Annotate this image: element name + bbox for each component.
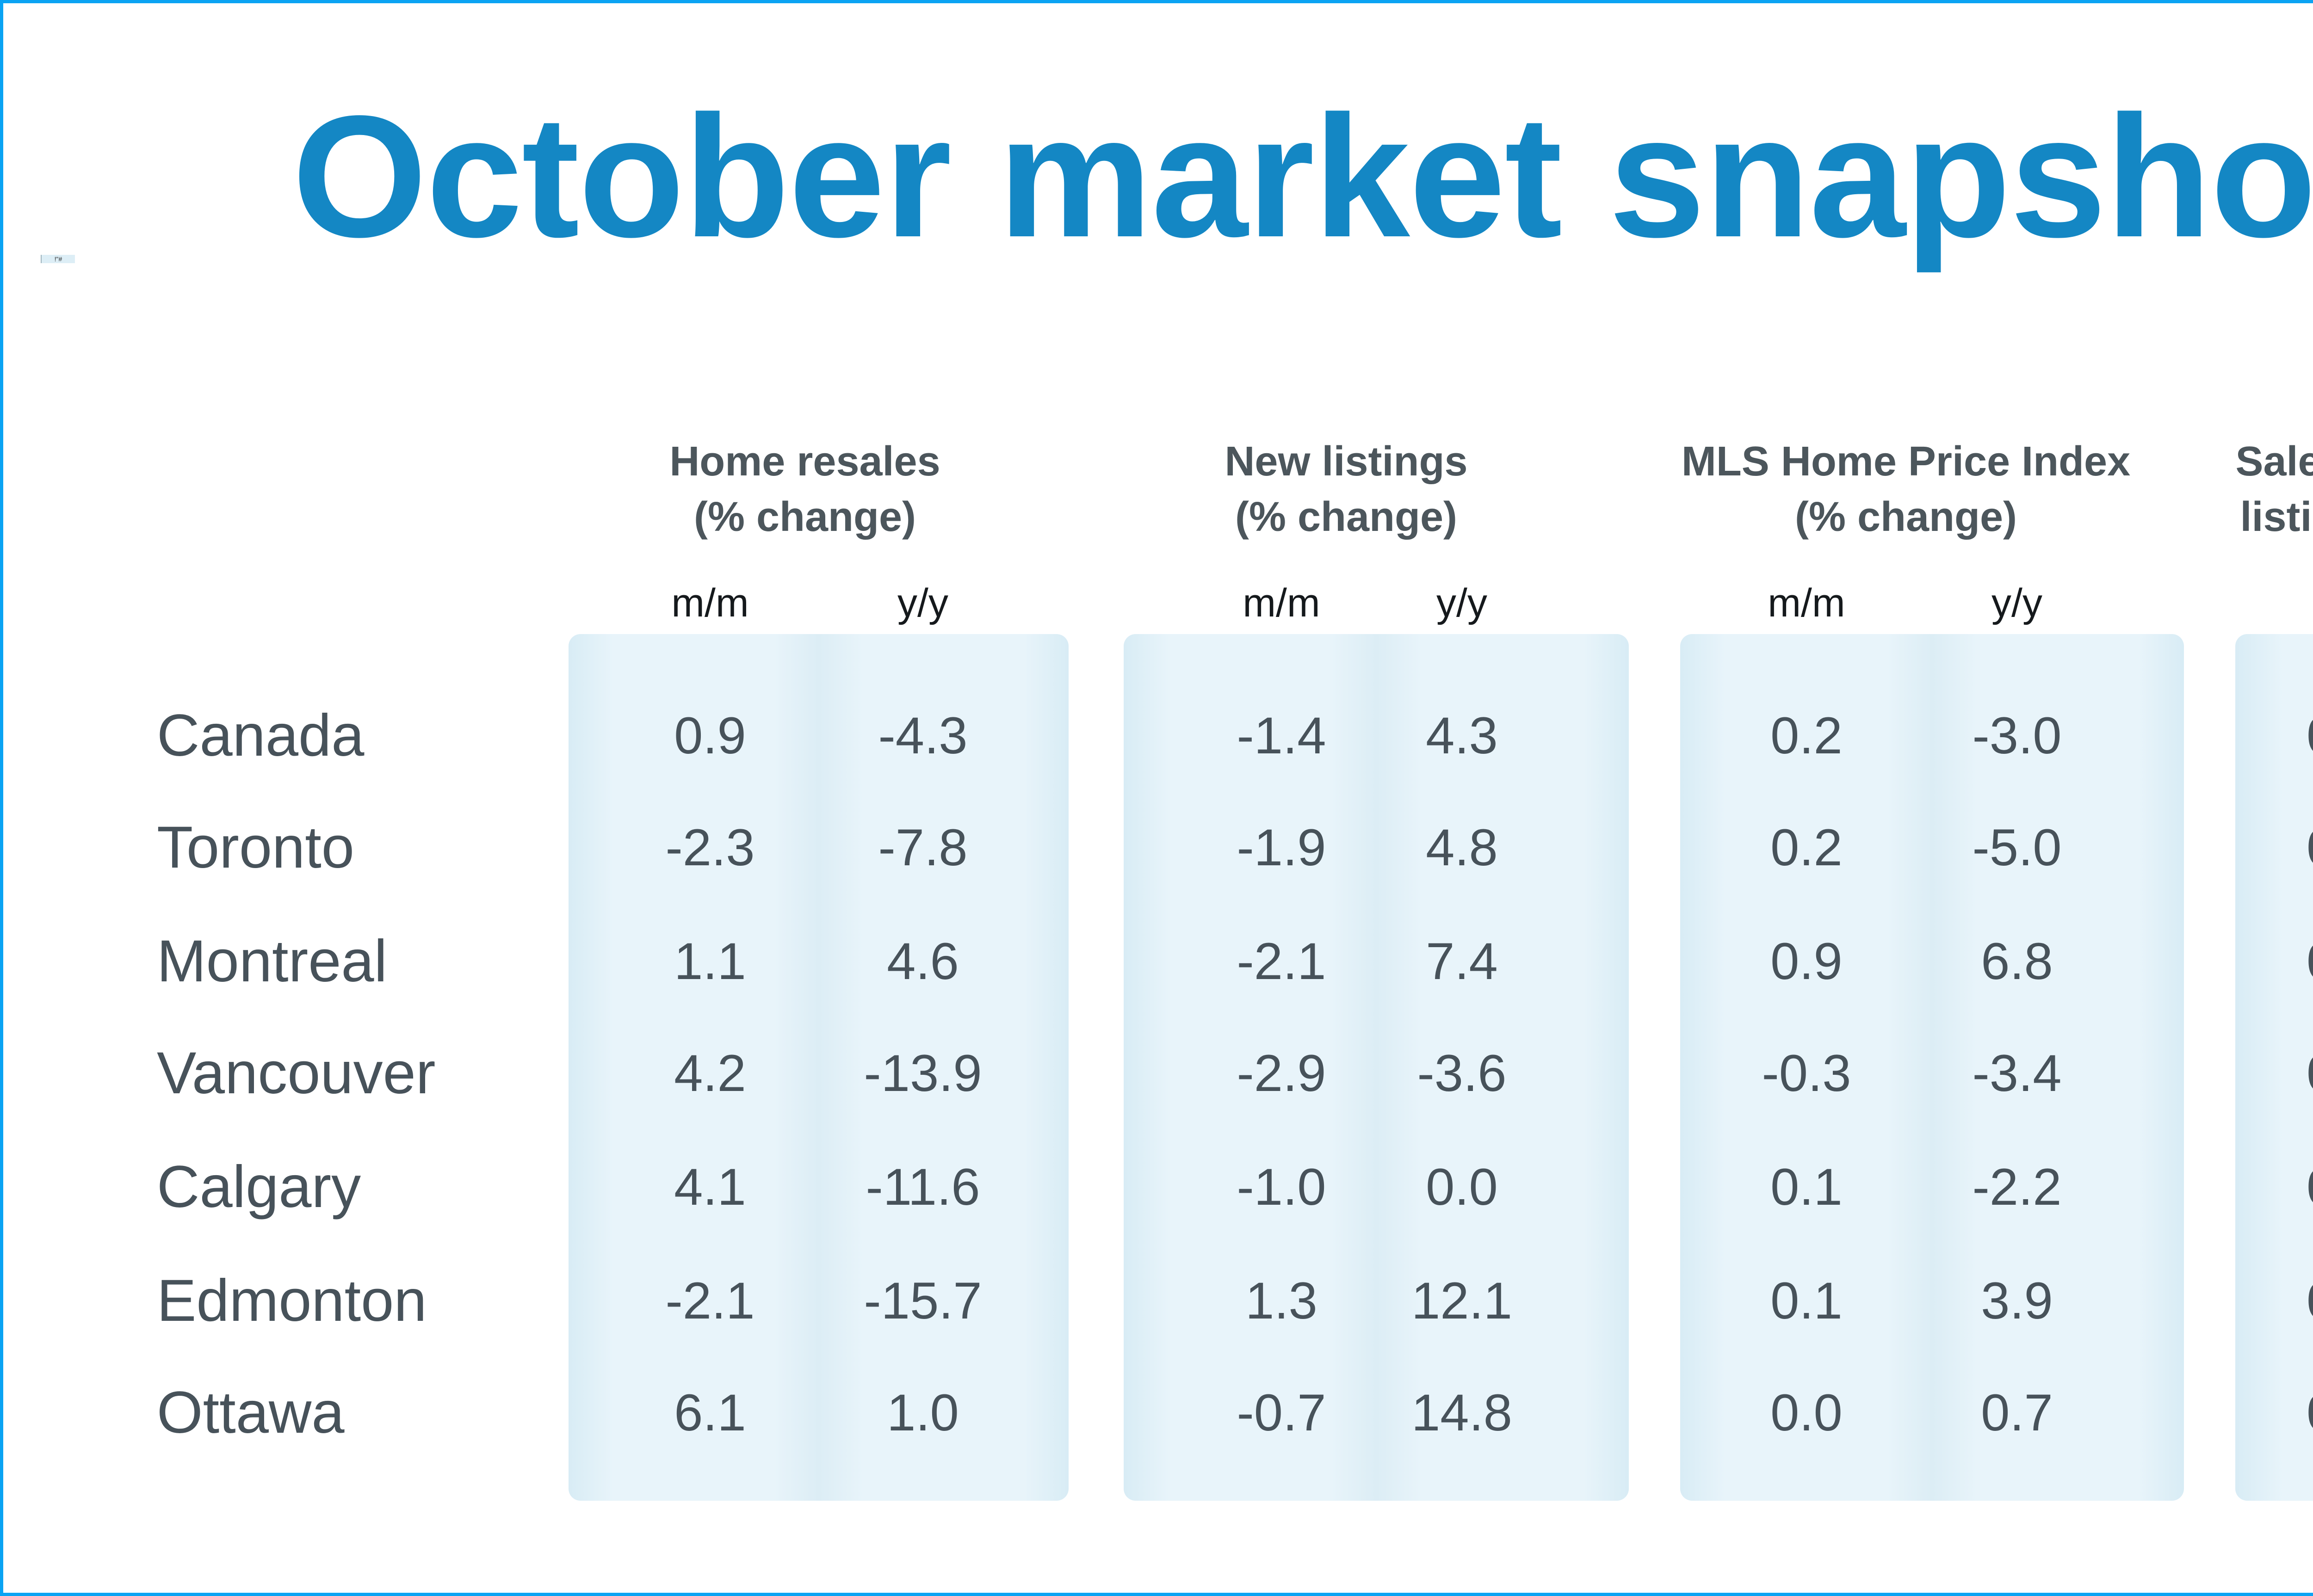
sublabel-mls-hpi-yy: y/y <box>1991 581 2042 625</box>
cell-sales-to-new-ratio: 0.52 <box>2241 701 2313 770</box>
cell-home-resales-yy: -7.8 <box>878 819 968 876</box>
cell-new-listings-yy: 4.3 <box>1426 707 1498 764</box>
table-row-edmonton: Edmonton -2.1 -15.7 1.3 12.1 0.1 3.9 0.5… <box>0 1266 2313 1336</box>
cell-new-listings-mm: -1.4 <box>1237 707 1326 764</box>
cell-new-listings-yy: -3.6 <box>1417 1044 1507 1102</box>
cell-new-listings-yy: 0.0 <box>1426 1158 1498 1216</box>
table-row-canada: Canada 0.9 -4.3 -1.4 4.3 0.2 -3.0 0.52 <box>0 701 2313 770</box>
panel-new-listings <box>1124 634 1629 1501</box>
row-label: Canada <box>157 702 365 769</box>
cell-mls-hpi-yy: 0.7 <box>1981 1384 2053 1442</box>
cell-sales-to-new-ratio: 0.38 <box>2241 813 2313 882</box>
cell-home-resales-yy: -11.6 <box>866 1158 980 1216</box>
cell-home-resales-yy: 4.6 <box>887 932 959 990</box>
render-artifact: !"# <box>41 255 75 263</box>
cell-home-resales-yy: -13.9 <box>864 1044 982 1102</box>
cell-sales-to-new-ratio: 0.54 <box>2241 1378 2313 1448</box>
header-mls-hpi-line2: (% change) <box>1794 494 2017 540</box>
table-row-montreal: Montreal 1.1 4.6 -2.1 7.4 0.9 6.8 0.65 <box>0 927 2313 996</box>
cell-mls-hpi-mm: 0.9 <box>1770 932 1843 990</box>
row-label: Montreal <box>157 928 387 994</box>
cell-sales-to-new-ratio: 0.59 <box>2241 1266 2313 1336</box>
sublabel-mls-hpi-mm: m/m <box>1768 581 1845 625</box>
cell-new-listings-mm: -1.9 <box>1237 819 1326 876</box>
cell-home-resales-yy: -4.3 <box>878 707 968 764</box>
table-row-toronto: Toronto -2.3 -7.8 -1.9 4.8 0.2 -5.0 0.38 <box>0 813 2313 882</box>
panel-home-resales <box>569 634 1069 1501</box>
render-artifact-text: !"# <box>54 255 62 263</box>
cell-mls-hpi-mm: 0.1 <box>1770 1272 1843 1330</box>
cell-new-listings-yy: 14.8 <box>1411 1384 1512 1442</box>
header-sales-to-new-ratio-line2: listings ratio <box>2240 494 2313 540</box>
sublabel-new-listings-yy: y/y <box>1436 581 1487 625</box>
cell-new-listings-yy: 4.8 <box>1426 819 1498 876</box>
cell-new-listings-yy: 7.4 <box>1426 932 1498 990</box>
table-row-calgary: Calgary 4.1 -11.6 -1.0 0.0 0.1 -2.2 0.56 <box>0 1152 2313 1222</box>
panel-sales-to-new-ratio <box>2235 634 2313 1501</box>
cell-sales-to-new-ratio: 0.56 <box>2241 1152 2313 1222</box>
header-mls-hpi: MLS Home Price Index (% change) <box>1605 434 2207 545</box>
cell-mls-hpi-yy: 6.8 <box>1981 932 2053 990</box>
cell-home-resales-mm: 0.9 <box>674 707 746 764</box>
cell-home-resales-yy: -15.7 <box>864 1272 982 1330</box>
cell-mls-hpi-yy: 3.9 <box>1981 1272 2053 1330</box>
cell-mls-hpi-yy: -2.2 <box>1972 1158 2062 1216</box>
cell-home-resales-mm: -2.3 <box>665 819 755 876</box>
header-new-listings: New listings (% change) <box>1045 434 1647 545</box>
sublabel-new-listings-mm: m/m <box>1243 581 1320 625</box>
cell-home-resales-mm: -2.1 <box>665 1272 755 1330</box>
cell-sales-to-new-ratio: 0.65 <box>2241 927 2313 996</box>
row-label: Calgary <box>157 1154 361 1220</box>
panel-mls-hpi <box>1680 634 2184 1501</box>
cell-home-resales-mm: 4.2 <box>674 1044 746 1102</box>
header-sales-to-new-ratio-line1: Sales-to-new <box>2235 438 2313 485</box>
row-label: Vancouver <box>157 1040 436 1106</box>
cell-new-listings-mm: -1.0 <box>1237 1158 1326 1216</box>
row-label: Toronto <box>157 814 354 881</box>
cell-mls-hpi-yy: -5.0 <box>1972 819 2062 876</box>
header-home-resales-line1: Home resales <box>669 438 940 485</box>
row-label: Edmonton <box>157 1268 427 1334</box>
table-row-vancouver: Vancouver 4.2 -13.9 -2.9 -3.6 -0.3 -3.4 … <box>0 1039 2313 1108</box>
sublabel-home-resales-mm: m/m <box>671 581 749 625</box>
page-title: October market snapshot <box>292 80 2313 273</box>
table-row-ottawa: Ottawa 6.1 1.0 -0.7 14.8 0.0 0.7 0.54 <box>0 1378 2313 1448</box>
header-new-listings-line2: (% change) <box>1235 494 1458 540</box>
cell-mls-hpi-mm: 0.1 <box>1770 1158 1843 1216</box>
cell-new-listings-yy: 12.1 <box>1411 1272 1512 1330</box>
cell-mls-hpi-yy: -3.0 <box>1972 707 2062 764</box>
cell-mls-hpi-mm: 0.2 <box>1770 707 1843 764</box>
cell-home-resales-yy: 1.0 <box>887 1384 959 1442</box>
header-sales-to-new-ratio: Sales-to-new listings ratio <box>2063 434 2313 545</box>
header-new-listings-line1: New listings <box>1225 438 1468 485</box>
cell-home-resales-mm: 6.1 <box>674 1384 746 1442</box>
cell-home-resales-mm: 1.1 <box>674 932 746 990</box>
header-home-resales-line2: (% change) <box>693 494 916 540</box>
cell-sales-to-new-ratio: 0.42 <box>2241 1039 2313 1108</box>
cell-mls-hpi-mm: -0.3 <box>1762 1044 1851 1102</box>
cell-mls-hpi-mm: 0.0 <box>1770 1384 1843 1442</box>
cell-new-listings-mm: 1.3 <box>1245 1272 1317 1330</box>
cell-mls-hpi-mm: 0.2 <box>1770 819 1843 876</box>
header-home-resales: Home resales (% change) <box>504 434 1106 545</box>
header-mls-hpi-line1: MLS Home Price Index <box>1681 438 2131 485</box>
row-label: Ottawa <box>157 1380 345 1446</box>
cell-new-listings-mm: -2.9 <box>1237 1044 1326 1102</box>
sublabel-home-resales-yy: y/y <box>897 581 948 625</box>
cell-new-listings-mm: -2.1 <box>1237 932 1326 990</box>
cell-mls-hpi-yy: -3.4 <box>1972 1044 2062 1102</box>
cell-new-listings-mm: -0.7 <box>1237 1384 1326 1442</box>
cell-home-resales-mm: 4.1 <box>674 1158 746 1216</box>
